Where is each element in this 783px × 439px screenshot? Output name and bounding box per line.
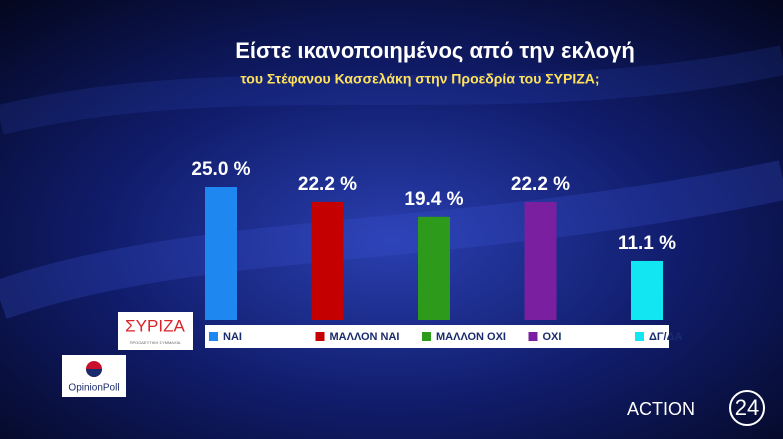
bar — [631, 260, 663, 320]
channel-name: ACTION — [627, 399, 695, 419]
bar — [524, 201, 557, 320]
channel-logo: ACTION 24 — [627, 390, 765, 426]
legend-label: ΝΑΙ — [223, 331, 242, 343]
pollster-logo: OpinionPoll — [62, 355, 126, 397]
legend-swatch — [315, 332, 325, 341]
legend-label: ΔΓ/ΔΑ — [649, 331, 682, 343]
value-label: 11.1 % — [618, 233, 676, 254]
party-tagline: ΠΡΟΟΔΕΥΤΙΚΗ ΣΥΜΜΑΧΙΑ — [130, 340, 181, 345]
legend-swatch — [209, 332, 218, 341]
bar — [205, 187, 237, 320]
channel-number: 24 — [735, 395, 759, 420]
legend-swatch — [422, 332, 431, 341]
bar — [311, 201, 344, 320]
legend-swatch — [635, 332, 644, 341]
background-swoosh — [0, 45, 783, 135]
bar — [418, 216, 450, 320]
party-logo: ΣΥΡΙΖΑ ΠΡΟΟΔΕΥΤΙΚΗ ΣΥΜΜΑΧΙΑ — [118, 312, 193, 350]
logo-box — [118, 312, 193, 350]
value-label: 19.4 % — [404, 189, 463, 210]
legend-label: ΜΑΛΛΟΝ ΝΑΙ — [330, 331, 400, 343]
legend-label: ΟΧΙ — [543, 331, 562, 343]
legend-label: ΜΑΛΛΟΝ ΟΧΙ — [436, 331, 506, 343]
value-label: 22.2 % — [511, 174, 570, 195]
logo-circle-half — [86, 369, 102, 377]
value-label: 25.0 % — [191, 159, 250, 180]
pollster-name: OpinionPoll — [68, 383, 119, 394]
party-name: ΣΥΡΙΖΑ — [125, 316, 185, 335]
chart-title: Είστε ικανοποιημένος από την εκλογή — [235, 38, 635, 63]
legend-swatch — [528, 332, 538, 341]
channel-ring — [729, 390, 765, 426]
chart-subtitle: του Στέφανου Κασσελάκη στην Προεδρία του… — [240, 71, 599, 87]
legend-box — [205, 325, 669, 348]
value-label: 22.2 % — [298, 174, 357, 195]
